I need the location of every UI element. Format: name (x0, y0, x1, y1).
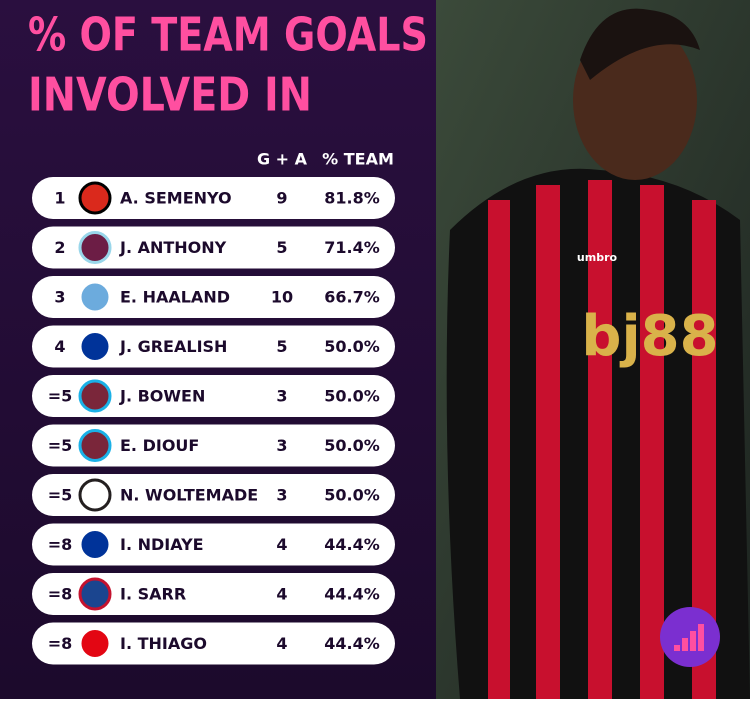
rank: 4 (54, 337, 65, 356)
club-badge (78, 429, 112, 462)
goal-involvements: 5 (276, 337, 287, 356)
player-name: J. ANTHONY (119, 238, 227, 257)
rank: =5 (48, 486, 73, 505)
rank: 1 (54, 189, 65, 208)
goal-involvements: 4 (276, 634, 287, 653)
table-row: 4 J. GREALISH 5 50.0% (32, 325, 395, 368)
kit-maker: umbro (577, 251, 618, 264)
goal-involvements: 9 (276, 189, 287, 208)
team-percentage: 66.7% (324, 288, 380, 307)
rank: =5 (48, 436, 73, 455)
goal-involvements: 4 (276, 535, 287, 554)
player-name: I. SARR (120, 585, 186, 604)
title-line: % OF TEAM GOALS (28, 8, 428, 62)
team-percentage: 44.4% (324, 535, 380, 554)
table-row: =5 J. BOWEN 3 50.0% (32, 375, 395, 417)
team-percentage: 50.0% (324, 486, 380, 505)
player-name: J. BOWEN (119, 387, 205, 406)
table-row: 1 A. SEMENYO 9 81.8% (32, 177, 395, 219)
club-badge (78, 528, 112, 561)
goal-involvements: 3 (276, 486, 287, 505)
team-percentage: 50.0% (324, 436, 380, 455)
rank: =8 (48, 634, 73, 653)
club-badge (78, 577, 112, 611)
goal-involvements: 4 (276, 585, 287, 604)
sponsor: bj88 (581, 304, 718, 369)
row-background (32, 424, 395, 467)
goal-involvements: 5 (276, 238, 287, 257)
club-badge (78, 627, 112, 660)
row-background (32, 474, 395, 516)
player-name: E. DIOUF (120, 436, 199, 455)
column-header: % TEAM (322, 150, 394, 169)
row-background (32, 573, 395, 615)
team-percentage: 81.8% (324, 189, 380, 208)
table: 1 A. SEMENYO 9 81.8% 2 J. ANTHONY 5 71.4% 3 E. HA… (32, 177, 395, 665)
club-badge (78, 231, 112, 264)
row-background (32, 276, 395, 318)
club-badge (78, 181, 112, 215)
player-name: N. WOLTEMADE (120, 486, 258, 505)
row-background (32, 375, 395, 417)
table-row: =8 I. THIAGO 4 44.4% (32, 622, 395, 665)
rank: 2 (54, 238, 65, 257)
goal-involvements: 3 (276, 436, 287, 455)
team-percentage: 50.0% (324, 387, 380, 406)
club-badge (78, 280, 112, 314)
goal-involvements: 3 (276, 387, 287, 406)
club-badge (78, 330, 112, 363)
rank: 3 (54, 288, 65, 307)
player-name: I. THIAGO (120, 634, 207, 653)
title-line: INVOLVED IN (28, 68, 312, 122)
club-badge (78, 478, 112, 512)
column-header: G + A (257, 150, 308, 169)
table-row: =8 I. SARR 4 44.4% (32, 573, 395, 615)
row-background (32, 177, 395, 219)
player-name: J. GREALISH (119, 337, 227, 356)
table-row: 2 J. ANTHONY 5 71.4% (32, 226, 395, 269)
rank: =8 (48, 535, 73, 554)
row-background (32, 325, 395, 368)
team-percentage: 44.4% (324, 634, 380, 653)
team-percentage: 44.4% (324, 585, 380, 604)
table-row: =5 N. WOLTEMADE 3 50.0% (32, 474, 395, 516)
row-background (32, 523, 395, 566)
team-percentage: 50.0% (324, 337, 380, 356)
club-badge (78, 379, 112, 413)
player-name: A. SEMENYO (120, 189, 232, 208)
table-row: =8 I. NDIAYE 4 44.4% (32, 523, 395, 566)
table-row: 3 E. HAALAND 10 66.7% (32, 276, 395, 318)
rank: =8 (48, 585, 73, 604)
player-name: E. HAALAND (120, 288, 230, 307)
team-percentage: 71.4% (324, 238, 380, 257)
row-background (32, 622, 395, 665)
player-name: I. NDIAYE (120, 535, 204, 554)
rank: =5 (48, 387, 73, 406)
row-background (32, 226, 395, 269)
goal-involvements: 10 (271, 288, 293, 307)
player-photo: bj88 umbro (436, 0, 750, 699)
table-row: =5 E. DIOUF 3 50.0% (32, 424, 395, 467)
